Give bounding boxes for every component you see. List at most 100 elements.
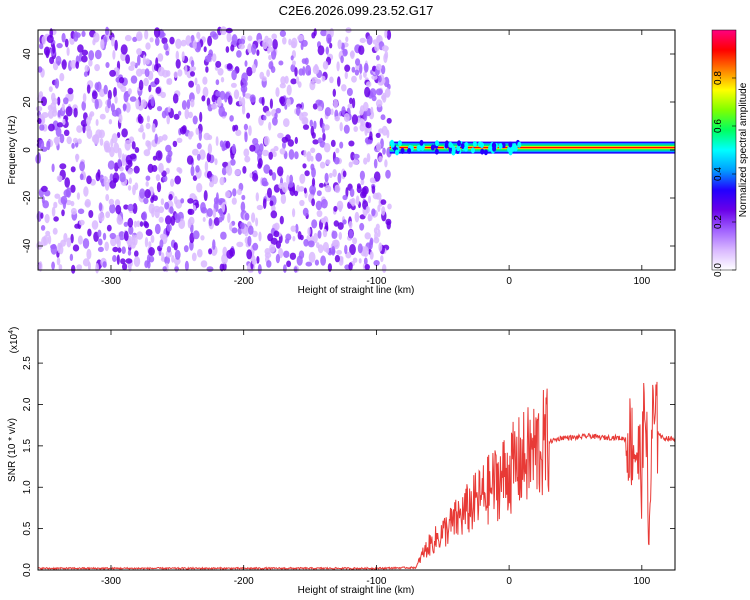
spectrogram-noise-cell: [70, 166, 76, 173]
spectrogram-noise-cell: [105, 145, 112, 153]
spectrogram-signal-cell: [464, 145, 468, 152]
spectrogram-noise-cell: [262, 181, 269, 187]
spectrogram-noise-cell: [192, 230, 200, 240]
spectrogram-noise-cell: [327, 186, 332, 193]
spectrogram-noise-cell: [194, 77, 198, 86]
spectrogram-noise-cell: [125, 258, 133, 264]
spectrogram-noise-cell: [339, 122, 343, 132]
spectrogram-noise-cell: [353, 153, 360, 159]
spectrogram-noise-cell: [301, 116, 308, 125]
spectrogram-noise-cell: [155, 57, 159, 68]
spectrogram-noise-cell: [329, 42, 333, 49]
spectrogram-noise-cell: [35, 106, 43, 112]
spectrogram-noise-cell: [231, 227, 238, 234]
spectrogram-noise-cell: [303, 239, 309, 247]
spectrogram-noise-cell: [77, 208, 85, 215]
spectrogram-noise-cell: [367, 213, 372, 222]
spectrogram-noise-cell: [274, 112, 278, 119]
spectrogram-noise-cell: [111, 36, 115, 47]
spectrogram-noise-cell: [386, 220, 391, 230]
spectrogram-signal-cell: [517, 141, 522, 148]
spectrogram-noise-cell: [65, 187, 72, 198]
spectrogram-noise-cell: [86, 248, 92, 260]
spectrogram-noise-cell: [71, 264, 76, 274]
spectrogram-noise-cell: [328, 172, 333, 178]
spectrogram-noise-cell: [251, 259, 257, 265]
colorbar-tick-label: 0.2: [713, 215, 724, 229]
spectrogram-noise-cell: [77, 235, 83, 245]
spectrogram-noise-cell: [147, 102, 151, 108]
spectrogram-noise-cell: [174, 249, 181, 260]
spectrogram-signal-cell: [397, 140, 402, 147]
spectrogram-noise-cell: [124, 139, 131, 151]
spectrogram-noise-cell: [312, 139, 319, 145]
spectrogram-noise-cell: [108, 198, 115, 206]
spectrogram-noise-cell: [203, 46, 207, 53]
spectrogram-noise-cell: [363, 62, 369, 73]
spectrogram-noise-cell: [230, 44, 235, 52]
spectrogram-noise-cell: [149, 37, 154, 43]
spectrogram-noise-cell: [271, 205, 276, 212]
spectrogram-noise-cell: [309, 185, 316, 195]
spectrogram-noise-cell: [102, 261, 107, 268]
spectrogram-noise-cell: [333, 205, 338, 212]
spectrogram-noise-cell: [359, 222, 365, 231]
spectrogram-noise-cell: [243, 123, 248, 131]
spectrogram-noise-cell: [89, 111, 95, 117]
spectrogram-noise-cell: [127, 249, 132, 256]
spectrogram-noise-cell: [268, 151, 274, 160]
spectrogram-noise-cell: [154, 208, 160, 219]
spectrogram-noise-cell: [263, 135, 270, 146]
spectrogram-noise-cell: [315, 99, 323, 106]
spectrogram-x-ticks: -300 -200 -100 0 100: [101, 30, 651, 287]
spectrogram-noise-cell: [225, 140, 231, 149]
spectrogram-noise-cell: [352, 97, 356, 109]
spectrogram-noise-cell: [91, 90, 98, 100]
spectrogram-noise-cell: [167, 106, 171, 113]
spectrogram-noise-cell: [160, 198, 165, 206]
spectrogram-noise-cell: [215, 192, 219, 204]
spectrogram-noise-cell: [55, 127, 62, 137]
spectrogram-noise-cell: [243, 148, 250, 157]
spectrogram-noise-cell: [358, 45, 365, 55]
spectrogram-noise-cell: [187, 131, 193, 140]
spectrogram-noise-cell: [272, 39, 278, 50]
spectrogram-noise-cell: [283, 118, 290, 128]
spectrogram-noise-cell: [381, 92, 387, 103]
spectrogram-noise-cell: [51, 206, 56, 217]
spectrogram-noise-cell: [186, 155, 194, 165]
spectrogram-noise-cell: [125, 165, 129, 171]
spectrogram-noise-cell: [266, 37, 273, 48]
spectrogram-noise-cell: [350, 50, 355, 60]
spectrogram-noise-cell: [45, 230, 51, 237]
spectrogram-noise-cell: [187, 208, 192, 215]
spectrogram-noise-cell: [252, 172, 259, 182]
spectrogram-noise-cell: [48, 123, 55, 132]
spectrogram-noise-cell: [290, 78, 297, 85]
spectrogram-noise-cell: [230, 158, 236, 166]
spectrogram-cells: [35, 26, 675, 275]
spectrogram-noise-cell: [277, 132, 284, 139]
spectrogram-noise-cell: [100, 39, 105, 50]
spectrogram-noise-cell: [366, 35, 373, 46]
spectrogram-noise-cell: [291, 37, 298, 49]
spectrogram-signal-cell: [430, 144, 435, 151]
spectrogram-noise-cell: [97, 246, 104, 253]
snr-scale-exponent: 4: [8, 330, 15, 334]
spectrogram-noise-cell: [238, 96, 242, 106]
spectrogram-noise-cell: [362, 246, 369, 258]
spectrogram-noise-cell: [172, 93, 179, 104]
spectrogram-noise-cell: [242, 86, 246, 98]
spectrogram-noise-cell: [258, 231, 262, 242]
spectrogram-noise-cell: [105, 211, 111, 219]
spectrogram-noise-cell: [134, 182, 139, 191]
spectrogram-noise-cell: [251, 212, 256, 223]
spectrogram-noise-cell: [221, 111, 228, 117]
spectrogram-noise-cell: [200, 260, 208, 268]
spectrogram-noise-cell: [344, 71, 348, 80]
spectrogram-noise-cell: [107, 97, 112, 109]
spectrogram-noise-cell: [331, 230, 338, 239]
spectrogram-noise-cell: [220, 76, 225, 83]
spectrogram-noise-cell: [229, 222, 233, 231]
spectrogram-noise-cell: [284, 238, 290, 244]
